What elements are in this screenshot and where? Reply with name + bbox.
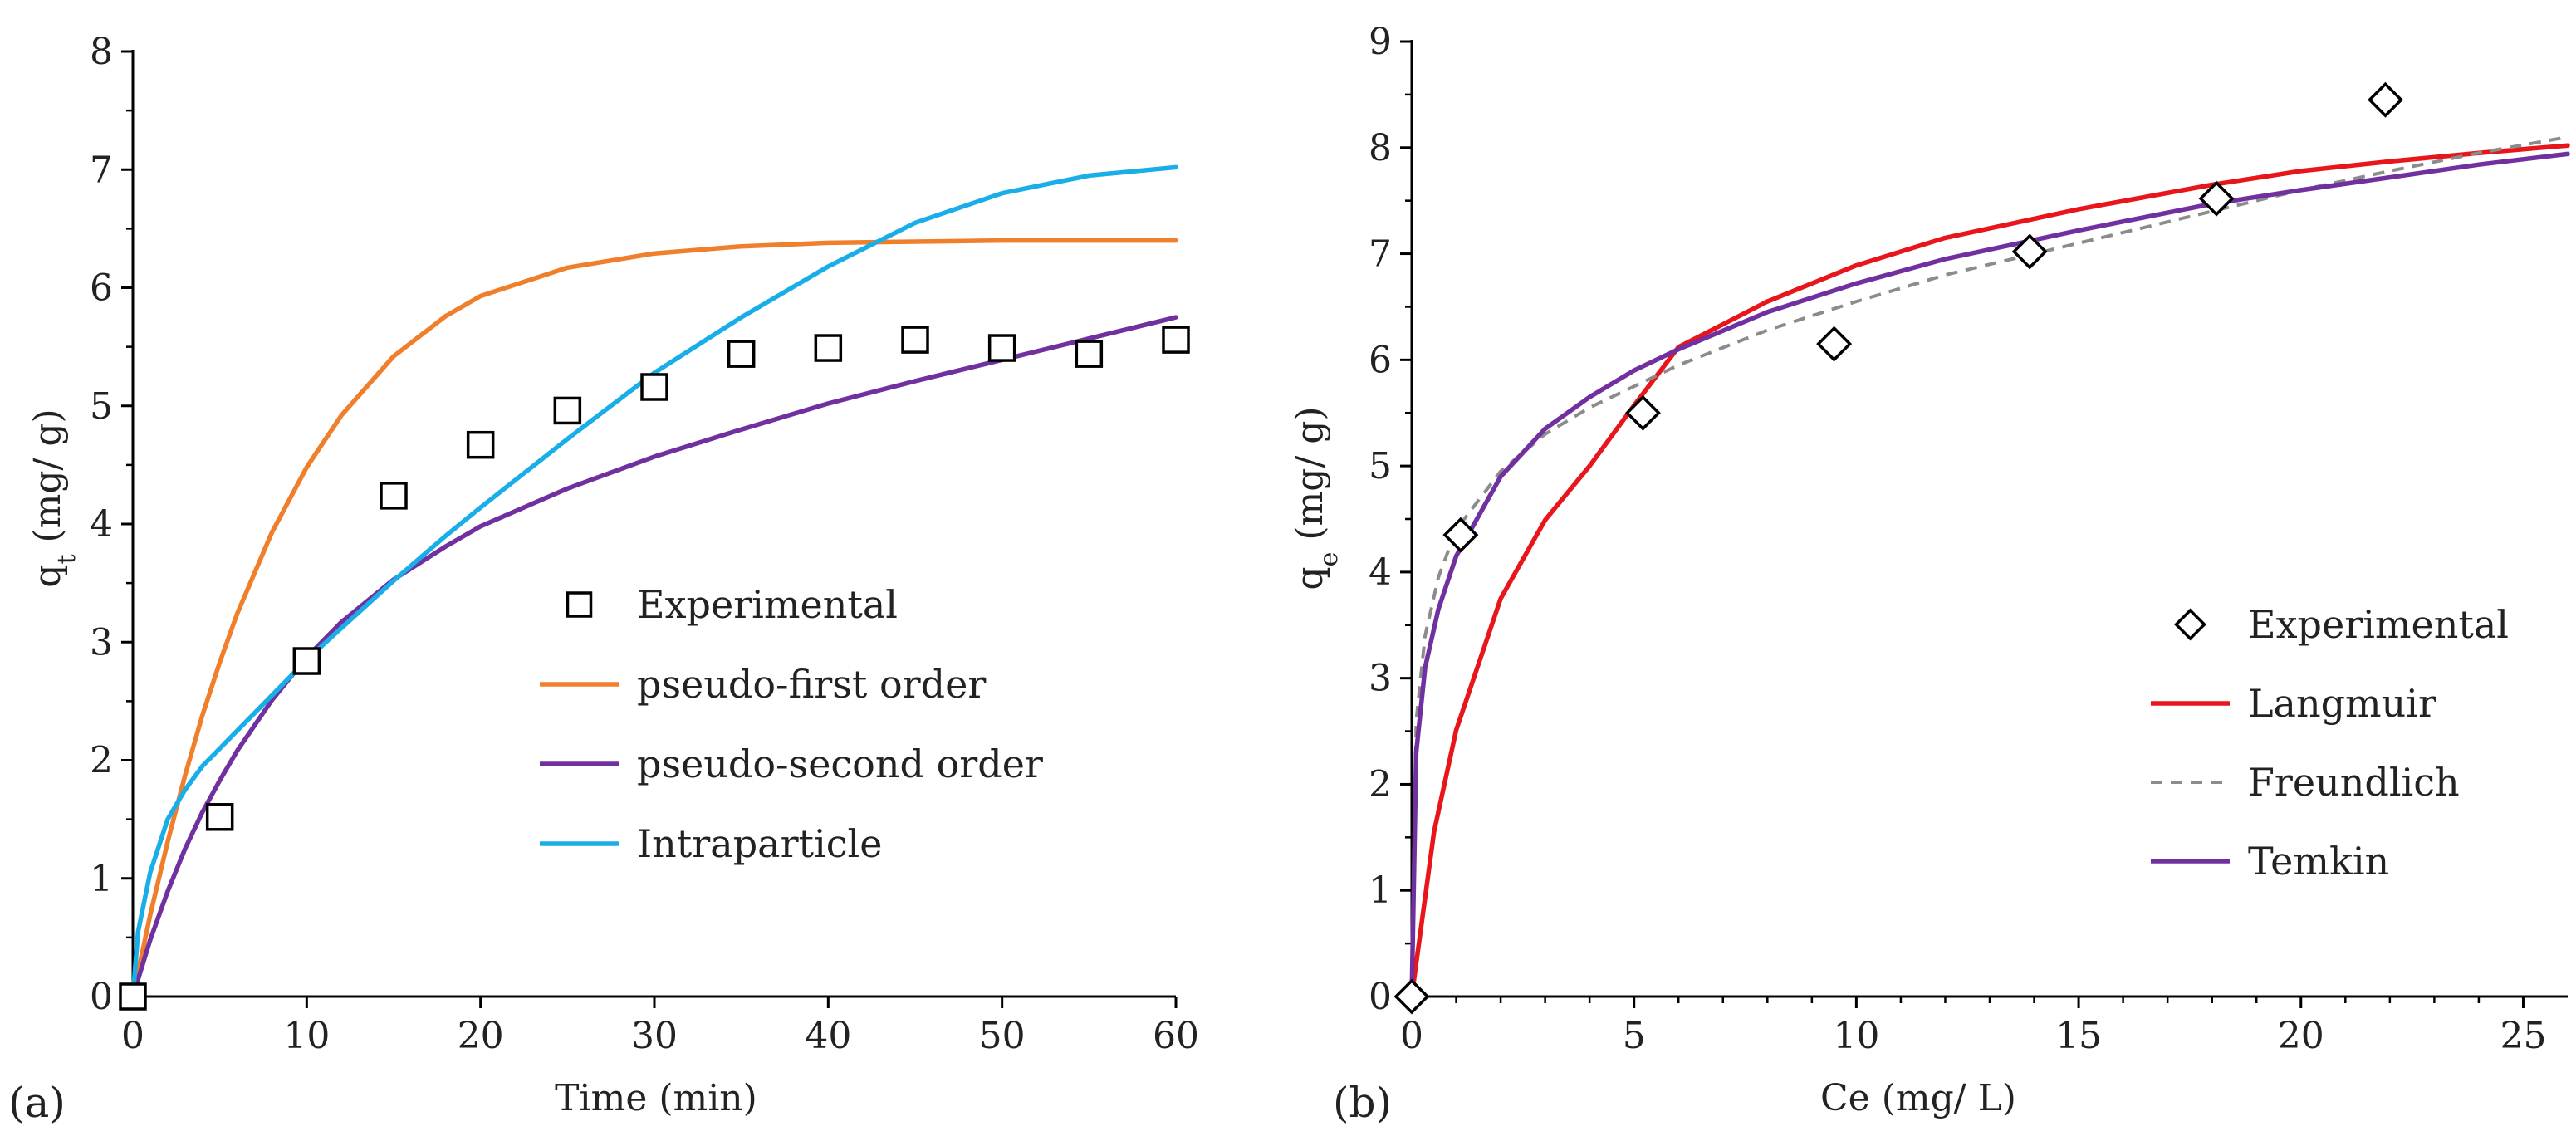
panel-a-y-tick-label: 4 xyxy=(90,503,113,546)
panel-b-y-axis-title-sub: e xyxy=(1315,552,1344,567)
panel-a-y-tick-label: 2 xyxy=(90,740,113,782)
panel-b-data-point xyxy=(1816,326,1853,362)
panel-a-x-tick-label: 50 xyxy=(979,1015,1026,1057)
panel-b-isotherm-chart: 0 1 2 3 4 5 6 7 8 9 0 5 10 15 20 25 Experimental Langmui… xyxy=(1289,21,2570,1127)
panel-a-axes: 0 1 2 3 4 5 6 7 8 0 10 20 30 40 50 60 xyxy=(90,31,1199,1057)
panel-b-x-tick-label: 0 xyxy=(1400,1015,1423,1057)
panel-a-y-tick-label: 6 xyxy=(90,267,113,310)
panel-a-data-point xyxy=(814,334,843,362)
panel-a-x-tick-label: 40 xyxy=(805,1015,851,1057)
panel-b-x-axis-title: Ce (mg/ L) xyxy=(1820,1077,2016,1119)
panel-b-y-tick-label: 5 xyxy=(1369,445,1392,487)
panel-a-y-axis-title-base: q xyxy=(27,565,69,588)
panel-a-legend-label-pseudo-first-order: pseudo-first order xyxy=(637,662,986,707)
panel-b-y-axis-title-unit: (mg/ g) xyxy=(1289,406,1331,551)
panel-a-data-point xyxy=(205,803,234,831)
panel-b-series-line-temkin xyxy=(1409,151,2570,999)
panel-a-data-point xyxy=(380,482,408,510)
panel-a-data-point xyxy=(1162,326,1190,354)
panel-b-x-tick-label: 10 xyxy=(1833,1015,1879,1057)
panel-a-markers xyxy=(119,326,1190,1011)
panel-a-y-axis-title: qt (mg/ g) xyxy=(27,409,81,587)
panel-a-y-tick-label: 5 xyxy=(90,385,113,428)
panel-a-x-tick-label: 10 xyxy=(283,1015,330,1057)
panel-b-y-tick-label: 2 xyxy=(1369,763,1392,806)
panel-a-data-point xyxy=(901,326,929,354)
panel-b-y-tick-label: 0 xyxy=(1369,976,1392,1018)
panel-a-legend-marker-experimental xyxy=(566,591,593,618)
panel-b-legend-label-freundlich: Freundlich xyxy=(2248,760,2460,805)
panel-b-series xyxy=(1409,135,2570,999)
panel-a-data-point xyxy=(1075,340,1104,368)
panel-b-legend-label-langmuir: Langmuir xyxy=(2248,681,2436,726)
panel-b-x-tick-label: 25 xyxy=(2500,1015,2546,1057)
panel-b-data-point xyxy=(2011,233,2048,270)
panel-a-x-tick-label: 60 xyxy=(1153,1015,1199,1057)
panel-a-data-point xyxy=(119,982,147,1011)
panel-b-legend-marker-experimental xyxy=(2174,608,2206,641)
panel-a-y-tick-label: 8 xyxy=(90,31,113,73)
panel-a-y-axis-title-sub: t xyxy=(52,554,81,564)
panel-b-data-point xyxy=(1393,978,1430,1015)
panel-a-y-tick-label: 7 xyxy=(90,149,113,191)
panel-a-legend: Experimental pseudo-first order pseudo-sec… xyxy=(540,582,1043,866)
panel-b-legend-label-experimental: Experimental xyxy=(2248,602,2509,647)
panel-a-y-tick-label: 0 xyxy=(90,976,113,1018)
panel-a-legend-label-intraparticle: Intraparticle xyxy=(637,821,882,866)
panel-b-y-axis-title: qe (mg/ g) xyxy=(1289,406,1344,590)
panel-a-data-point xyxy=(987,334,1016,362)
panel-b-x-tick-label: 5 xyxy=(1623,1015,1646,1057)
panel-b-data-point xyxy=(2368,81,2403,118)
panel-a-x-tick-label: 20 xyxy=(458,1015,504,1057)
panel-a-series-line-intraparticle xyxy=(130,164,1178,999)
panel-b-markers xyxy=(1393,81,2403,1015)
panel-a-y-tick-label: 3 xyxy=(90,621,113,664)
panel-a-data-point xyxy=(640,373,668,401)
panel-a-kinetics-chart: 0 1 2 3 4 5 6 7 8 0 10 20 30 40 50 60 Experimental pseud… xyxy=(8,31,1199,1127)
panel-a-label: (a) xyxy=(8,1079,66,1127)
panel-a-x-axis-title: Time (min) xyxy=(555,1077,757,1119)
panel-a-series-line-pseudo-first-order xyxy=(130,238,1178,999)
panel-a-series xyxy=(130,164,1178,999)
panel-a-data-point xyxy=(553,396,582,425)
panel-b-data-point xyxy=(1442,517,1479,553)
panel-b-y-tick-label: 6 xyxy=(1369,339,1392,381)
panel-a-data-point xyxy=(727,340,756,368)
panel-b-x-tick-label: 20 xyxy=(2278,1015,2324,1057)
panel-b-label: (b) xyxy=(1333,1079,1392,1127)
panel-b-y-tick-label: 4 xyxy=(1369,551,1392,594)
panel-b-y-tick-label: 7 xyxy=(1369,233,1392,276)
panel-b-y-tick-label: 1 xyxy=(1369,869,1392,912)
panel-a-data-point xyxy=(466,430,495,459)
panel-b-axes: 0 1 2 3 4 5 6 7 8 9 0 5 10 15 20 25 xyxy=(1369,21,2568,1057)
panel-a-y-tick-label: 1 xyxy=(90,858,113,900)
panel-b-legend: Experimental Langmuir Freundlich Temkin xyxy=(2151,602,2509,884)
panel-a-legend-label-pseudo-second-order: pseudo-second order xyxy=(637,742,1043,786)
panel-b-y-axis-title-base: q xyxy=(1289,566,1331,590)
panel-b-data-point xyxy=(2198,180,2235,217)
panel-b-legend-label-temkin: Temkin xyxy=(2248,839,2389,884)
panel-a-x-tick-label: 30 xyxy=(631,1015,678,1057)
panel-a-legend-label-experimental: Experimental xyxy=(637,582,898,627)
panel-a-x-tick-label: 0 xyxy=(121,1015,144,1057)
panel-a-y-axis-title-unit: (mg/ g) xyxy=(27,409,69,554)
panel-b-y-tick-label: 8 xyxy=(1369,127,1392,169)
panel-b-series-line-langmuir xyxy=(1409,143,2570,999)
panel-b-y-tick-label: 3 xyxy=(1369,658,1392,700)
panel-b-x-tick-label: 15 xyxy=(2055,1015,2102,1057)
panel-b-data-point xyxy=(1624,394,1661,431)
panel-a-data-point xyxy=(292,647,321,675)
panel-b-y-tick-label: 9 xyxy=(1369,21,1392,63)
